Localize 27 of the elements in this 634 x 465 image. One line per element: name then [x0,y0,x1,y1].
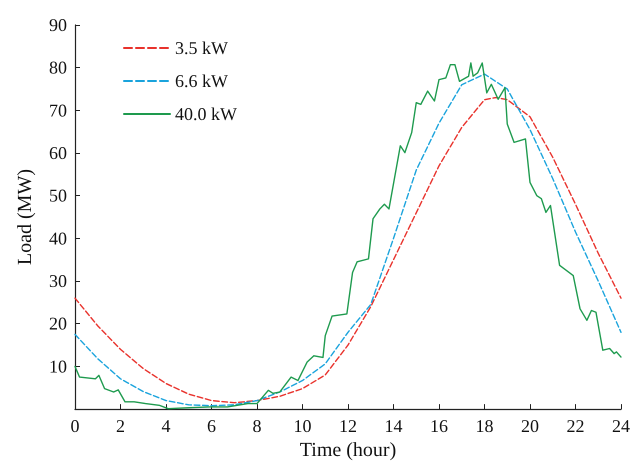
y-tick-label: 80 [49,58,67,78]
x-tick-label: 4 [162,416,170,436]
x-axis-title: Time (hour) [300,439,396,461]
y-tick-label: 50 [49,186,67,206]
x-tick-label: 6 [207,416,216,436]
x-tick-label: 24 [612,416,630,436]
y-tick-label: 90 [49,15,67,35]
y-tick-label: 70 [49,100,67,120]
legend-label: 3.5 kW [175,38,228,58]
x-tick-label: 10 [294,416,312,436]
x-tick-label: 22 [566,416,584,436]
x-tick-label: 12 [339,416,357,436]
x-tick-label: 20 [521,416,539,436]
legend-label: 40.0 kW [175,104,237,124]
x-tick-label: 18 [476,416,494,436]
y-tick-label: 10 [49,356,67,376]
y-axis-title: Load (MW) [14,169,36,266]
x-tick-label: 0 [70,416,80,436]
x-tick-label: 16 [430,416,448,436]
y-tick-label: 60 [49,143,67,164]
y-tick-label: 30 [49,271,67,292]
x-tick-label: 8 [252,416,262,436]
y-tick-label: 20 [49,314,67,334]
y-tick-label: 40 [49,228,67,248]
x-tick-label: 14 [384,416,402,436]
legend-label: 6.6 kW [175,71,228,91]
x-tick-label: 2 [116,416,125,436]
